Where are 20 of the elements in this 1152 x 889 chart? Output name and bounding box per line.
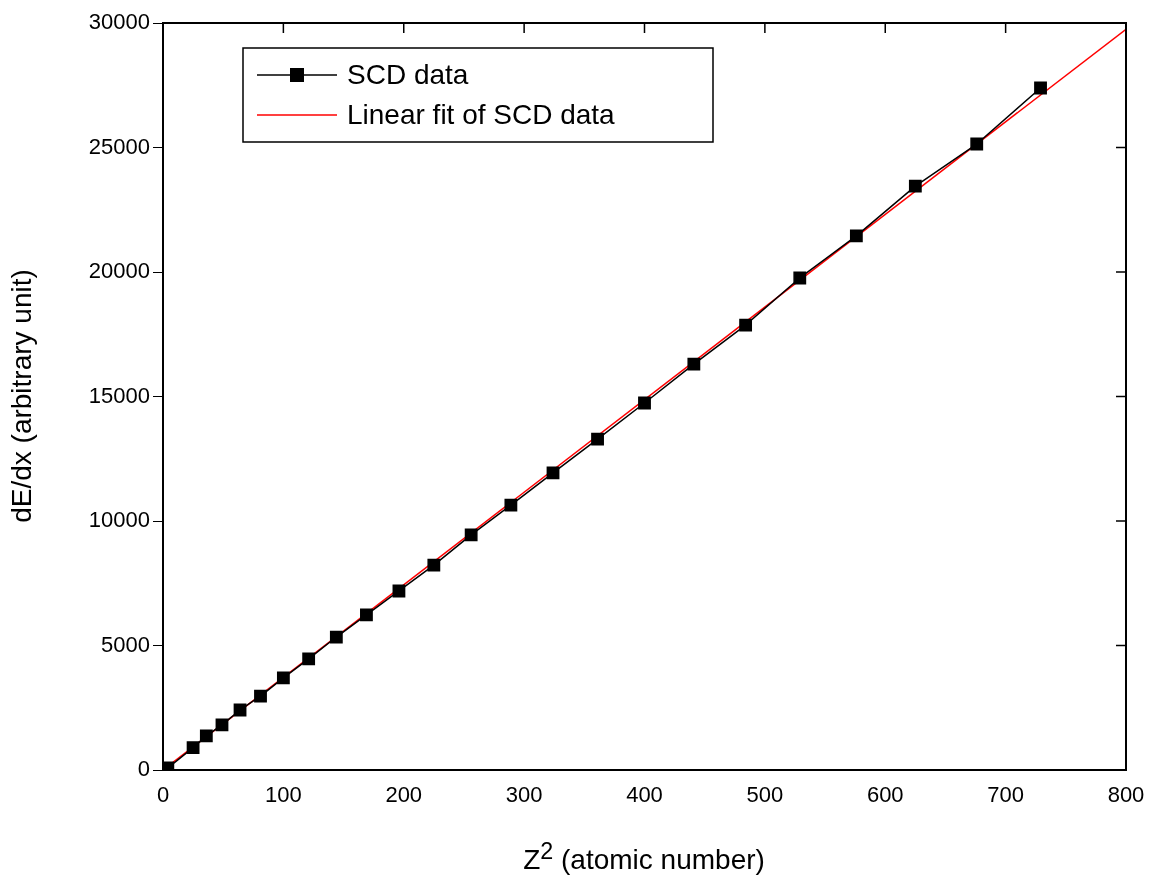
y-axis-title: dE/dx (arbitrary unit) [6,269,38,523]
x-axis-title: Z$^{2}$ (atomic number) [523,838,765,877]
x-tick-label: 600 [866,782,904,808]
y-tick-label: 15000 [88,382,150,408]
y-tick-label: 20000 [88,258,150,284]
x-tick-label: 800 [1107,782,1145,808]
y-tick-label: 30000 [88,9,150,35]
x-tick-label: 500 [746,782,784,808]
x-tick-label: 0 [156,782,170,808]
x-tick-label: 200 [385,782,423,808]
x-tick-label: 400 [626,782,663,808]
y-tick-label: 0 [137,756,150,782]
y-tick-label: 10000 [88,507,150,533]
x-tick-label: 700 [987,782,1024,808]
y-tick-label: 5000 [101,631,150,657]
legend-label: SCD data [347,58,469,90]
x-tick-label: 300 [505,782,543,808]
legend-label: Linear fit of SCD data [347,98,616,130]
y-tick-label: 25000 [88,133,150,159]
x-tick-label: 100 [265,782,302,808]
